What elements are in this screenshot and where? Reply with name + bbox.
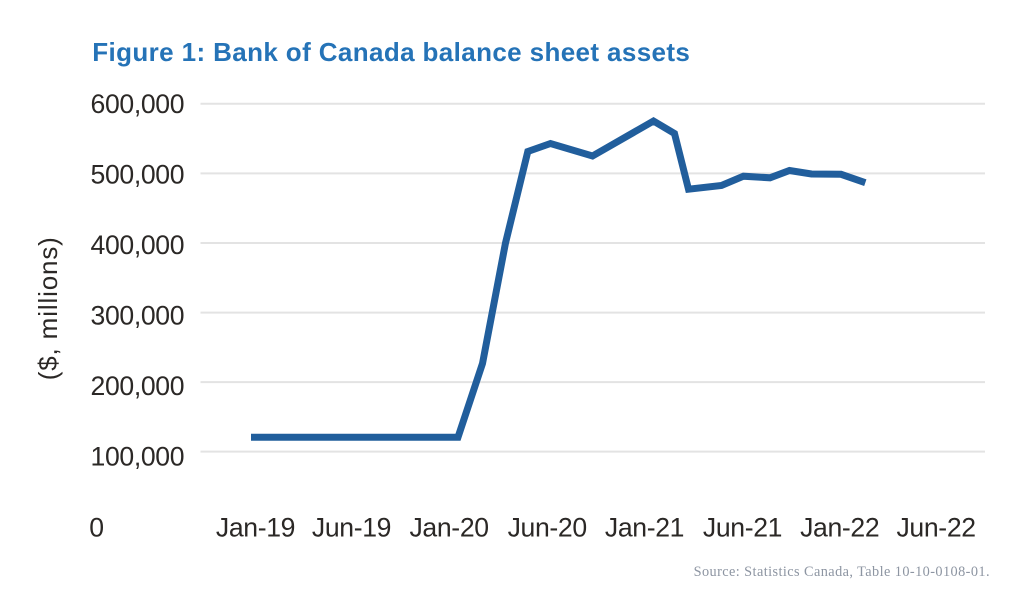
svg-text:300,000: 300,000 <box>91 301 185 331</box>
svg-text:Jun-22: Jun-22 <box>896 513 975 543</box>
svg-text:Jun-19: Jun-19 <box>312 513 391 543</box>
svg-text:Jan-21: Jan-21 <box>605 513 684 543</box>
svg-text:400,000: 400,000 <box>91 230 185 260</box>
svg-text:Jun-20: Jun-20 <box>508 513 587 543</box>
svg-text:Figure 1: Bank of Canada balan: Figure 1: Bank of Canada balance sheet a… <box>92 37 690 67</box>
svg-text:500,000: 500,000 <box>91 159 185 189</box>
svg-text:200,000: 200,000 <box>91 371 185 401</box>
svg-text:Jan-19: Jan-19 <box>216 513 295 543</box>
svg-text:Jan-22: Jan-22 <box>800 513 879 543</box>
svg-text:0: 0 <box>89 513 103 543</box>
svg-text:Jan-20: Jan-20 <box>409 513 488 543</box>
svg-text:($, millions): ($, millions) <box>33 236 63 380</box>
svg-text:Source: Statistics Canada, Tab: Source: Statistics Canada, Table 10-10-0… <box>694 564 990 580</box>
svg-text:600,000: 600,000 <box>91 89 185 119</box>
svg-text:Jun-21: Jun-21 <box>703 513 782 543</box>
svg-text:100,000: 100,000 <box>91 442 185 472</box>
